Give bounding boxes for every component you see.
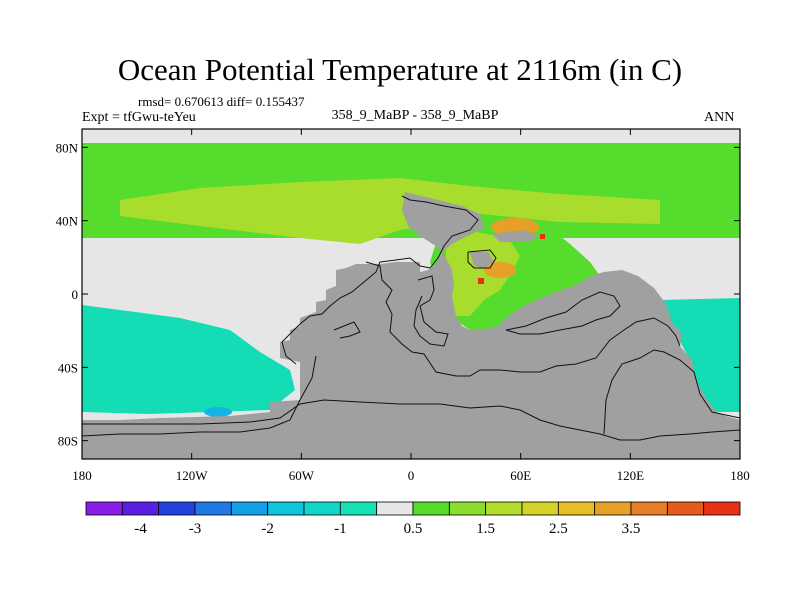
southern-cyan-patch: [204, 407, 232, 417]
tethys-island-landmass: [470, 252, 494, 268]
comparison-subtitle: 358_9_MaBP - 358_9_MaBP: [331, 108, 499, 123]
x-tick-label: 180: [730, 468, 750, 483]
x-tick-label: 120E: [617, 468, 645, 483]
colorbar-label: -1: [334, 521, 347, 537]
y-tick-label: 80S: [58, 434, 78, 449]
supercontinent-landmass: [82, 192, 740, 459]
colorbar-swatch: [85, 501, 123, 516]
colorbar-swatch: [267, 501, 305, 516]
coastline-tethys-islands: [467, 249, 497, 269]
coastline-west-islands: [333, 321, 361, 339]
colorbar-swatch: [303, 501, 341, 516]
northern-island-landmass: [492, 230, 538, 242]
coastline-east: [505, 291, 621, 335]
x-tick-label: 120W: [176, 468, 209, 483]
colorbar-swatch: [339, 501, 378, 516]
colorbar-swatch: [594, 501, 632, 516]
indian-pacific-teal-region: [660, 298, 740, 412]
warm-orange-patch-tethys: [484, 262, 516, 278]
colorbar-swatch: [121, 501, 160, 516]
colorbar-swatch: [557, 501, 596, 516]
north-atlantic-yellow-green-region: [120, 178, 660, 244]
x-tick-label: 60W: [289, 468, 315, 483]
map-plot: 80N 40N 0 40S 80S 180 120W 60W 0 60E 120E 180: [56, 128, 750, 483]
x-tick-label: 180: [72, 468, 92, 483]
x-tick-label: 60E: [510, 468, 531, 483]
coastline-central: [365, 261, 681, 377]
warm-red-cell: [478, 278, 484, 284]
colorbar-swatch: [230, 501, 269, 516]
colorbar-label: 2.5: [549, 521, 568, 537]
colorbar-swatch: [703, 501, 741, 516]
colorbar-swatch: [194, 501, 232, 516]
y-tick-label: 40N: [56, 214, 79, 229]
colorbar-label: 3.5: [622, 521, 641, 537]
experiment-label: Expt = tfGwu-teYeu: [82, 110, 196, 125]
colorbar-label: 1.5: [476, 521, 495, 537]
coastlines: [81, 195, 741, 441]
colorbar: -4 -3 -2 -1 0.5 1.5 2.5 3.5: [85, 501, 741, 537]
colorbar-swatch: [158, 501, 196, 516]
colorbar-swatch: [666, 501, 705, 516]
coastline-east-antarctic: [603, 349, 741, 435]
page-title: Ocean Potential Temperature at 2116m (in…: [117, 52, 683, 87]
coastline-southwest: [81, 355, 317, 437]
coastline-southern-shelf: [82, 399, 741, 441]
y-tick-label: 80N: [56, 140, 79, 155]
colorbar-label: 0.5: [404, 521, 423, 537]
y-tick-label: 0: [72, 287, 79, 302]
latitude-axis: 80N 40N 0 40S 80S: [56, 140, 740, 449]
colorbar-swatch: [412, 501, 450, 516]
tethys-yellow-green-region: [446, 232, 520, 316]
longitude-axis: 180 120W 60W 0 60E 120E 180: [72, 129, 750, 483]
colorbar-swatch: [630, 501, 668, 516]
colorbar-swatch: [485, 501, 523, 516]
coastline-inner-basin: [413, 275, 449, 347]
y-tick-label: 40S: [58, 360, 78, 375]
x-tick-label: 0: [408, 468, 415, 483]
season-label: ANN: [704, 110, 735, 125]
south-ocean-teal-band: [82, 305, 295, 414]
colorbar-swatch: [521, 501, 559, 516]
colorbar-label: -2: [261, 521, 274, 537]
warm-red-cell-north: [540, 234, 545, 239]
colorbar-swatch: [376, 501, 414, 516]
rmsd-diff-stats: rmsd= 0.670613 diff= 0.155437: [138, 94, 305, 109]
coastline-north: [281, 195, 479, 365]
colorbar-swatch: [448, 501, 487, 516]
colorbar-label: -3: [189, 521, 202, 537]
colorbar-label: -4: [134, 521, 147, 537]
